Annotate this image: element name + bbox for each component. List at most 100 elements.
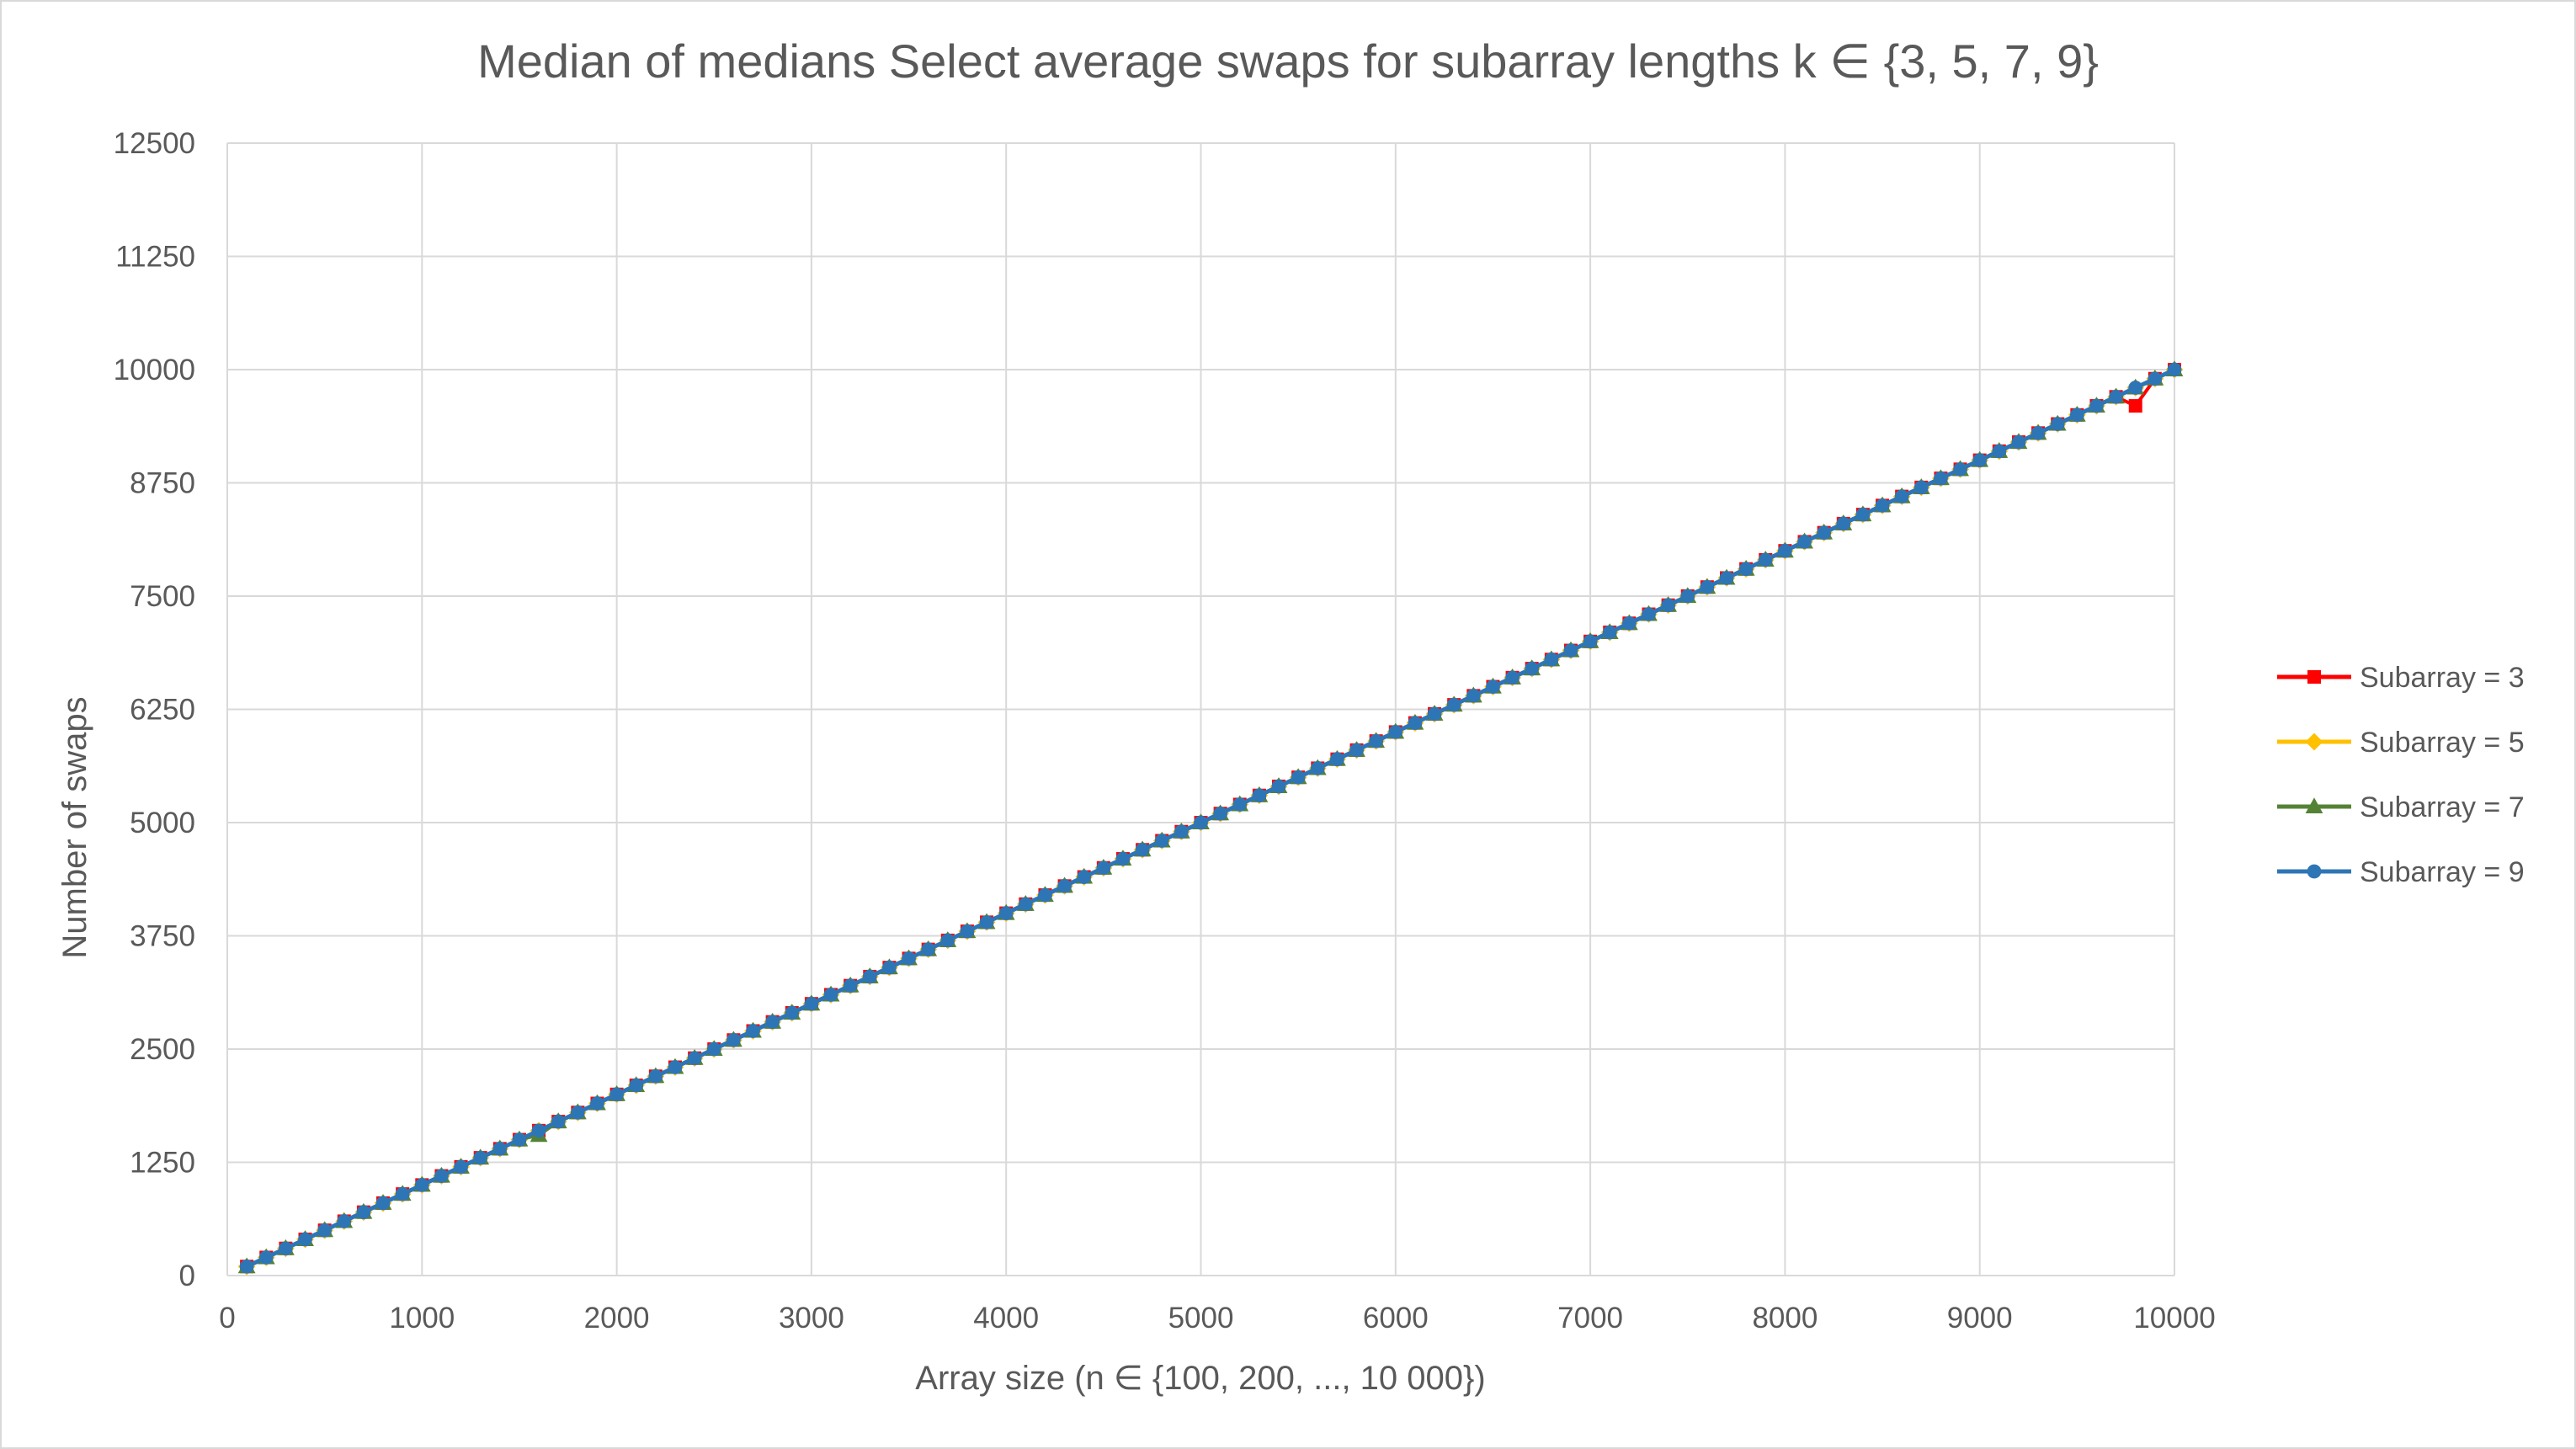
data-point (765, 1015, 780, 1030)
data-point (1115, 851, 1131, 866)
legend-item: Subarray = 3 (2277, 662, 2525, 694)
data-point (1953, 461, 1967, 477)
data-point (1232, 797, 1248, 812)
y-tick-label: 0 (179, 1260, 195, 1292)
data-point (1621, 615, 1637, 631)
x-tick-label: 10000 (2133, 1302, 2215, 1334)
data-point (629, 1078, 644, 1093)
data-point (1583, 634, 1598, 649)
data-point (1525, 661, 1540, 676)
data-point (2089, 398, 2104, 413)
data-point (512, 1132, 527, 1147)
data-point (1154, 834, 1169, 848)
data-point (2128, 399, 2142, 413)
legend: Subarray = 3 Subarray = 5 Subarray = 7 Suba… (2277, 662, 2525, 888)
data-point (1486, 679, 1500, 694)
data-point (1972, 453, 1988, 467)
data-point (921, 942, 936, 957)
data-point (1544, 652, 1559, 667)
data-point (395, 1186, 410, 1201)
data-point (531, 1123, 546, 1138)
data-point (1057, 878, 1072, 893)
data-point (1758, 552, 1773, 567)
data-point (862, 969, 877, 984)
data-point (317, 1223, 333, 1238)
data-point (1077, 870, 1092, 884)
data-point (687, 1051, 702, 1066)
data-point (648, 1068, 663, 1084)
data-point (2167, 362, 2182, 377)
data-point (1602, 625, 1617, 640)
data-point (2148, 371, 2163, 386)
y-tick-label: 5000 (130, 807, 195, 839)
data-point (1738, 562, 1754, 577)
data-point (1563, 643, 1578, 658)
y-tick-label: 1250 (130, 1147, 195, 1180)
data-point (706, 1041, 721, 1057)
data-point (356, 1205, 371, 1220)
data-point (590, 1096, 604, 1111)
data-point (1369, 733, 1384, 748)
data-point (337, 1214, 352, 1228)
data-point (1719, 571, 1734, 585)
y-tick-label: 2500 (130, 1033, 195, 1066)
data-point (1388, 725, 1403, 739)
legend-marker (2305, 732, 2323, 751)
series-line (246, 367, 2176, 1269)
data-point (2128, 381, 2143, 395)
data-point (1194, 815, 1208, 830)
data-point (960, 924, 975, 939)
x-tick-label: 7000 (1557, 1302, 1623, 1334)
x-tick-label: 9000 (1947, 1302, 2013, 1334)
x-tick-label: 4000 (973, 1302, 1039, 1334)
data-point (1680, 589, 1695, 604)
x-axis-title: Array size (n ∈ {100, 200, ..., 10 000}) (915, 1360, 1485, 1397)
data-point (902, 951, 916, 966)
data-point (1330, 752, 1344, 767)
data-point (1096, 860, 1111, 876)
x-tick-label: 5000 (1168, 1302, 1234, 1334)
legend-label: Subarray = 5 (2360, 727, 2525, 759)
data-point (1992, 444, 2007, 459)
y-tick-label: 7500 (130, 580, 195, 613)
data-point (2011, 434, 2026, 450)
data-point (2109, 389, 2124, 404)
data-point (785, 1005, 800, 1020)
data-point (1466, 688, 1481, 703)
data-point (609, 1087, 624, 1102)
data-point (1291, 770, 1306, 785)
data-point (998, 906, 1014, 920)
data-point (473, 1150, 488, 1165)
legend-label: Subarray = 3 (2360, 662, 2525, 694)
data-point (414, 1178, 429, 1192)
data-point (1310, 761, 1325, 775)
data-point (726, 1032, 741, 1047)
data-point (823, 988, 838, 1002)
x-tick-label: 1000 (389, 1302, 455, 1334)
data-point (1252, 788, 1267, 803)
data-point (1934, 471, 1948, 486)
data-point (1505, 670, 1520, 685)
series-layer (237, 360, 2184, 1276)
data-point (1213, 806, 1228, 821)
legend-label: Subarray = 9 (2360, 856, 2525, 888)
data-point (1408, 716, 1423, 731)
data-point (239, 1259, 254, 1274)
x-tick-label: 3000 (779, 1302, 844, 1334)
series-4 (239, 362, 2182, 1274)
data-point (1855, 507, 1871, 522)
data-point (551, 1114, 566, 1129)
data-point (278, 1241, 293, 1256)
data-point (1661, 598, 1676, 613)
data-point (1875, 498, 1890, 513)
data-point (1018, 897, 1033, 912)
data-point (1797, 535, 1812, 549)
x-tick-label: 0 (219, 1302, 235, 1334)
data-point (1913, 480, 1929, 495)
x-tick-label: 2000 (584, 1302, 650, 1334)
legend-item: Subarray = 5 (2277, 727, 2525, 759)
data-point (882, 960, 897, 975)
axis-layer: 0125025003750500062507500875010000112501… (114, 127, 2216, 1334)
